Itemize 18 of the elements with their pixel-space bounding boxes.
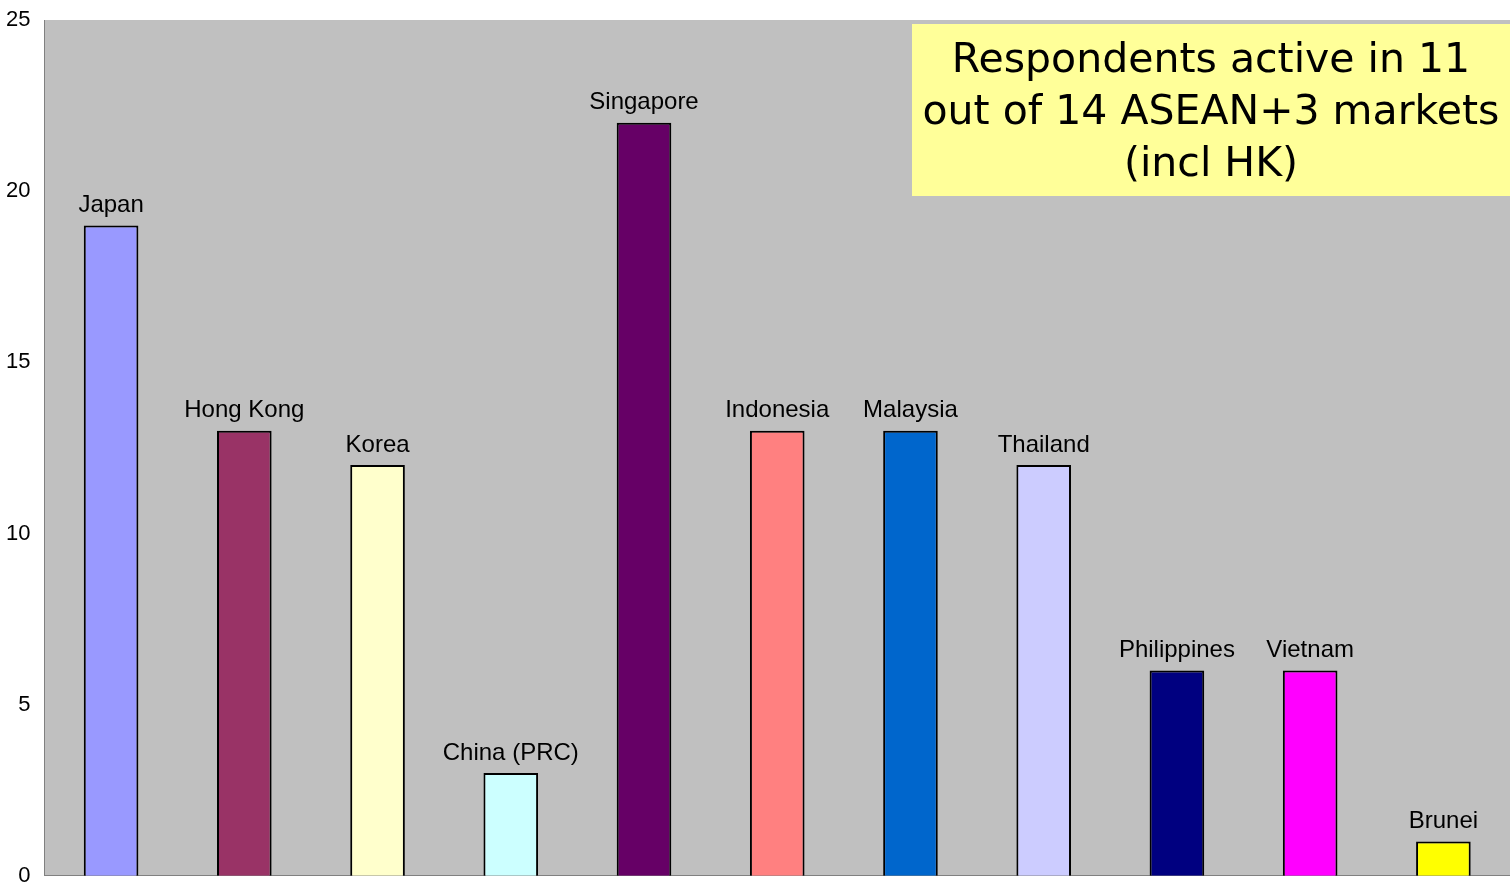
x-tick-label: Hong Kong (184, 395, 305, 423)
y-tick-label: 5 (18, 690, 31, 716)
annotation: Respondents active in 11 out of 14 ASEAN+3 markets (incl HK) (912, 24, 1510, 196)
y-tick-label: 25 (5, 6, 31, 32)
x-tick-label: Brunei (1408, 806, 1479, 834)
x-tick-label: Japan (78, 190, 144, 218)
x-tick-label: Indonesia (725, 395, 830, 423)
y-tick-label: 20 (5, 177, 31, 203)
x-tick-label: Philippines (1118, 635, 1235, 663)
x-tick-label: China (PRC) (442, 737, 579, 765)
y-tick-label: 0 (18, 861, 31, 887)
x-tick-label: Vietnam (1266, 635, 1354, 663)
x-tick-label: Singapore (589, 87, 699, 115)
y-tick-label: 10 (5, 519, 31, 545)
x-tick-label: Malaysia (863, 395, 959, 423)
y-tick-label: 15 (5, 348, 31, 374)
x-tick-label: Korea (345, 429, 411, 457)
x-tick-label: Thailand (997, 429, 1090, 457)
